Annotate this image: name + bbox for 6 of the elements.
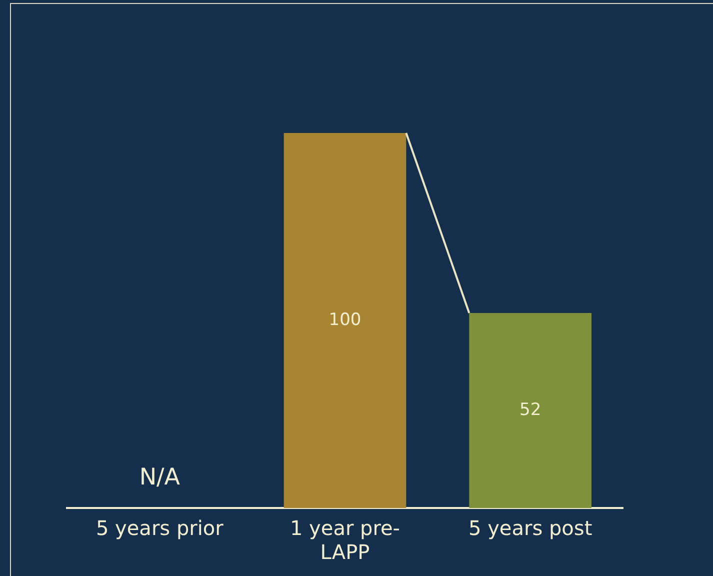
data-label: 100 (328, 310, 362, 330)
x-tick-label: 1 year pre-LAPP (290, 516, 400, 564)
annotation: N/A (139, 464, 180, 490)
x-tick-label: 5 years prior (96, 516, 224, 540)
x-tick-label: 5 years post (468, 516, 592, 540)
data-label: 52 (520, 400, 542, 420)
